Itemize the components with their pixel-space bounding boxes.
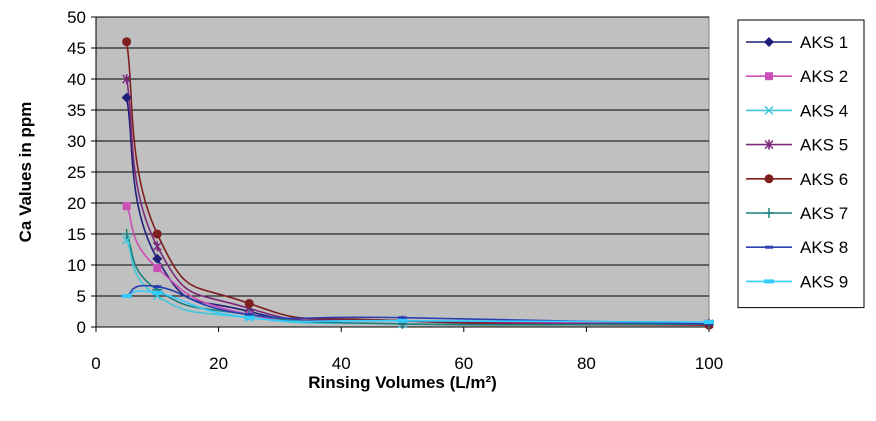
legend-item: AKS 4 [746, 101, 848, 120]
x-axis-title: Rinsing Volumes (L/m²) [308, 373, 497, 392]
data-point [122, 37, 132, 47]
y-tick-label: 35 [67, 101, 86, 120]
legend-marker [765, 72, 773, 81]
y-tick-label: 10 [67, 256, 86, 275]
data-point [122, 202, 131, 211]
legend-marker [764, 139, 774, 150]
legend-marker [765, 245, 773, 249]
data-point [245, 313, 254, 317]
y-axis-title: Ca Values in ppm [16, 102, 35, 243]
legend-label: AKS 1 [800, 33, 848, 52]
legend-item: AKS 6 [746, 170, 848, 189]
legend-label: AKS 8 [800, 238, 848, 257]
data-point [122, 235, 132, 245]
legend-marker [764, 37, 774, 47]
data-point [122, 74, 132, 84]
legend-marker [764, 174, 774, 184]
data-point [398, 316, 407, 320]
x-tick-label: 0 [91, 354, 100, 373]
legend-label: AKS 2 [800, 67, 848, 86]
data-point [153, 285, 162, 289]
y-tick-label: 25 [67, 163, 86, 182]
legend-label: AKS 5 [800, 136, 848, 155]
legend-label: AKS 7 [800, 204, 848, 223]
axes: 0 5 10 15 20 25 30 35 40 45 50 0 20 40 60 80 100 [67, 8, 723, 373]
y-tick-label: 50 [67, 8, 86, 27]
y-tick-label: 30 [67, 132, 86, 151]
legend-marker [764, 279, 774, 284]
data-point [121, 229, 132, 239]
legend-label: AKS 4 [800, 101, 848, 120]
data-point [152, 229, 162, 239]
data-point [244, 298, 254, 308]
data-point [152, 253, 163, 264]
legend-item: AKS 9 [746, 272, 848, 291]
y-tick-label: 5 [77, 287, 86, 306]
legend-item: AKS 1 [746, 33, 848, 52]
y-tick-label: 15 [67, 225, 86, 244]
legend-item: AKS 7 [746, 204, 848, 223]
data-point [152, 241, 162, 252]
data-point [121, 294, 132, 298]
x-tick-label: 60 [454, 354, 473, 373]
series-markers [121, 37, 714, 330]
legend-item: AKS 5 [746, 136, 848, 155]
legend-marker [764, 105, 774, 115]
y-tick-label: 20 [67, 194, 86, 213]
legend-item: AKS 2 [746, 67, 848, 86]
legend: AKS 1 AKS 2 AKS 4 AKS 5 AKS 6 AKS 7 AKS 8 AKS 9 [737, 19, 865, 309]
x-tick-label: 100 [695, 354, 723, 373]
x-tick-label: 40 [332, 354, 351, 373]
legend-item: AKS 8 [746, 238, 848, 257]
data-point [121, 92, 132, 103]
x-tick-label: 80 [577, 354, 596, 373]
legend-label: AKS 6 [800, 170, 848, 189]
series-line-aks-5 [125, 78, 710, 325]
legend-marker [764, 208, 774, 218]
data-point [397, 318, 408, 323]
data-point [153, 264, 162, 273]
data-point [704, 320, 714, 325]
y-tick-label: 0 [77, 318, 86, 337]
legend-label: AKS 9 [800, 272, 848, 291]
data-point [244, 315, 255, 320]
x-tick-label: 20 [209, 354, 228, 373]
y-tick-label: 45 [67, 39, 86, 58]
data-point [152, 290, 163, 295]
y-tick-label: 40 [67, 70, 86, 89]
legend-box [737, 19, 865, 309]
